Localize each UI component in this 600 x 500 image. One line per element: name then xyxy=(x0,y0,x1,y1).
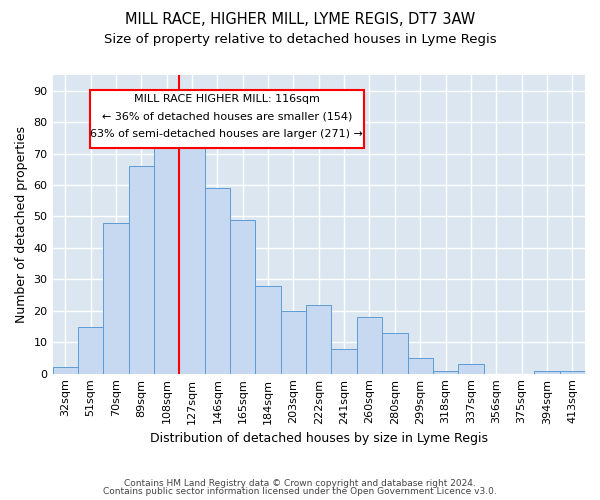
Bar xyxy=(331,348,357,374)
Bar xyxy=(230,220,256,374)
Text: Size of property relative to detached houses in Lyme Regis: Size of property relative to detached ho… xyxy=(104,32,496,46)
X-axis label: Distribution of detached houses by size in Lyme Regis: Distribution of detached houses by size … xyxy=(150,432,488,445)
Bar xyxy=(281,311,306,374)
Bar xyxy=(128,166,154,374)
Text: Contains HM Land Registry data © Crown copyright and database right 2024.: Contains HM Land Registry data © Crown c… xyxy=(124,478,476,488)
Bar xyxy=(560,370,585,374)
Bar xyxy=(534,370,560,374)
Bar xyxy=(256,286,281,374)
Text: 63% of semi-detached houses are larger (271) →: 63% of semi-detached houses are larger (… xyxy=(91,129,364,139)
Bar xyxy=(407,358,433,374)
Text: MILL RACE, HIGHER MILL, LYME REGIS, DT7 3AW: MILL RACE, HIGHER MILL, LYME REGIS, DT7 … xyxy=(125,12,475,28)
Bar xyxy=(205,188,230,374)
Bar xyxy=(103,223,128,374)
Bar xyxy=(357,317,382,374)
Bar xyxy=(154,144,179,374)
Bar xyxy=(306,304,331,374)
Text: Contains public sector information licensed under the Open Government Licence v3: Contains public sector information licen… xyxy=(103,488,497,496)
Bar xyxy=(78,326,103,374)
Bar xyxy=(179,144,205,374)
Text: ← 36% of detached houses are smaller (154): ← 36% of detached houses are smaller (15… xyxy=(102,112,352,122)
Bar xyxy=(382,333,407,374)
Text: MILL RACE HIGHER MILL: 116sqm: MILL RACE HIGHER MILL: 116sqm xyxy=(134,94,320,104)
Y-axis label: Number of detached properties: Number of detached properties xyxy=(15,126,28,323)
Bar xyxy=(433,370,458,374)
FancyBboxPatch shape xyxy=(90,90,364,148)
Bar xyxy=(53,368,78,374)
Bar xyxy=(458,364,484,374)
